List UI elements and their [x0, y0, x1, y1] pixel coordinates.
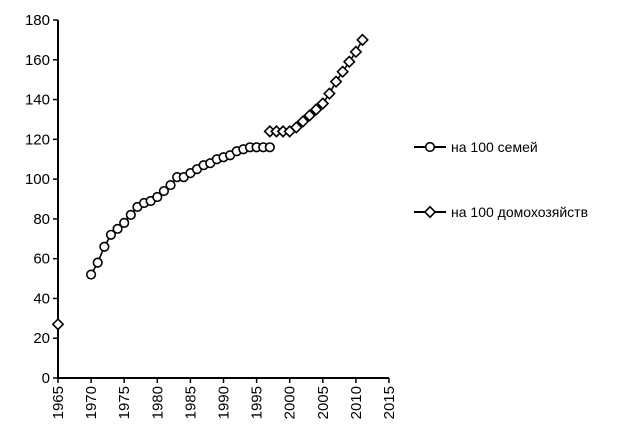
data-point — [152, 191, 163, 203]
data-point — [329, 75, 343, 88]
series-2-line — [269, 39, 364, 133]
data-point — [296, 115, 310, 128]
x-tick-label: 1965 — [50, 386, 67, 419]
legend-label: на 100 домохозяйств — [451, 204, 588, 220]
data-point — [336, 65, 349, 79]
data-point — [92, 257, 103, 268]
data-point — [309, 103, 323, 116]
data-point — [289, 121, 303, 134]
data-point — [349, 45, 363, 59]
y-tick-label: 160 — [25, 52, 50, 69]
x-tick-label: 1980 — [149, 386, 166, 419]
y-tick-label: 180 — [25, 12, 50, 29]
series-2 — [51, 33, 369, 331]
data-point — [158, 185, 170, 197]
data-point — [112, 223, 123, 234]
y-axis-tick-labels: 0 20 40 60 80 100 120 140 160 180 — [25, 12, 50, 387]
series-1-line — [90, 146, 270, 275]
legend-marker — [423, 205, 437, 219]
chart-axes — [53, 19, 390, 383]
x-tick-label: 1975 — [116, 386, 133, 419]
y-tick-label: 20 — [33, 330, 50, 347]
data-point — [342, 55, 356, 69]
data-point — [125, 209, 136, 221]
data-point — [323, 87, 336, 100]
x-tick-label: 2015 — [381, 386, 398, 419]
series-1 — [85, 142, 275, 280]
y-tick-label: 60 — [33, 251, 50, 268]
data-point — [99, 241, 110, 252]
x-axis-tick-labels: 1965 1970 1975 1980 1985 1990 1995 2000 2005 2010… — [50, 386, 398, 419]
data-point — [316, 97, 330, 110]
y-tick-label: 100 — [25, 171, 50, 188]
data-point — [356, 33, 369, 47]
y-tick-label: 120 — [25, 131, 50, 148]
x-tick-label: 2005 — [315, 386, 332, 419]
data-point — [119, 217, 130, 228]
x-tick-label: 1990 — [216, 386, 233, 419]
legend: на 100 семей на 100 домохозяйств — [414, 139, 588, 220]
data-point — [51, 317, 65, 331]
series-layer — [51, 33, 369, 331]
y-tick-label: 140 — [25, 92, 50, 109]
x-tick-label: 2010 — [348, 386, 365, 419]
data-point — [105, 229, 117, 240]
x-tick-label: 2000 — [282, 386, 299, 419]
data-point — [264, 142, 275, 153]
y-tick-label: 40 — [33, 290, 50, 307]
legend-marker — [424, 141, 436, 153]
y-tick-label: 0 — [42, 370, 50, 387]
data-point — [165, 179, 176, 191]
x-tick-label: 1995 — [249, 386, 266, 419]
data-point — [303, 109, 316, 122]
x-tick-label: 1985 — [182, 386, 199, 419]
data-point — [85, 269, 97, 280]
y-tick-label: 80 — [33, 211, 50, 228]
legend-label: на 100 семей — [451, 139, 538, 155]
x-tick-label: 1970 — [83, 386, 100, 419]
